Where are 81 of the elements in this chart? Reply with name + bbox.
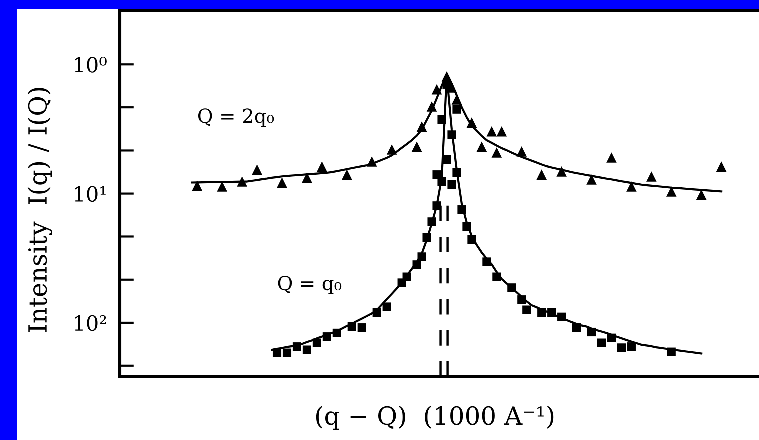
- point: [277, 178, 288, 188]
- point: [448, 180, 456, 190]
- point: [348, 322, 356, 332]
- point: [422, 233, 432, 242]
- point: [342, 170, 352, 180]
- point: [192, 180, 203, 191]
- point: [486, 126, 498, 137]
- point: [606, 152, 617, 163]
- point: [597, 338, 606, 348]
- point: [626, 182, 637, 192]
- point: [587, 328, 596, 337]
- point: [442, 155, 452, 164]
- point: [292, 342, 302, 352]
- point: [627, 342, 636, 352]
- point: [476, 142, 488, 152]
- point: [282, 348, 292, 358]
- point: [462, 222, 472, 232]
- point: [492, 148, 502, 158]
- point: [452, 105, 462, 114]
- point: [646, 172, 657, 182]
- point: [432, 84, 442, 95]
- point: [548, 308, 556, 317]
- point: [302, 172, 312, 183]
- point: [386, 144, 398, 155]
- point: [272, 348, 282, 358]
- series-label: Q = q₀: [278, 276, 342, 294]
- point: [496, 126, 508, 137]
- point: [482, 258, 492, 266]
- point: [518, 296, 526, 304]
- y-tick-label: 10¹: [75, 186, 106, 202]
- y-tick-label: 10²: [75, 315, 106, 332]
- point: [536, 170, 547, 180]
- point: [322, 332, 332, 342]
- point: [667, 348, 676, 356]
- point: [617, 344, 626, 352]
- point: [516, 146, 528, 157]
- point: [438, 115, 446, 124]
- point: [607, 334, 616, 342]
- text: Q = 2q₀: [198, 108, 274, 128]
- point: [492, 272, 502, 282]
- point: [366, 156, 378, 167]
- point: [372, 308, 382, 317]
- point: [538, 308, 546, 317]
- point: [556, 166, 567, 177]
- point: [402, 272, 412, 282]
- x-axis-title: (q − Q) (1000 A⁻¹): [316, 406, 554, 430]
- point: [382, 302, 392, 312]
- point: [412, 260, 422, 270]
- point: [468, 236, 476, 244]
- point: [452, 168, 462, 178]
- y-axis-title: Intensity I(q) / I(Q): [28, 88, 52, 332]
- point: [428, 218, 436, 226]
- point: [558, 312, 566, 322]
- point: [416, 122, 428, 132]
- point: [586, 174, 597, 185]
- point: [237, 176, 248, 187]
- point: [252, 164, 262, 175]
- point: [452, 94, 462, 105]
- point: [418, 252, 426, 262]
- point: [508, 284, 516, 292]
- point: [458, 206, 466, 214]
- point: [448, 130, 456, 140]
- point: [696, 190, 707, 200]
- point: [716, 162, 727, 172]
- point: [302, 346, 312, 354]
- point: [466, 118, 478, 128]
- point: [572, 324, 582, 332]
- point: [217, 182, 228, 192]
- y-tick-label: 10⁰: [75, 57, 107, 73]
- point: [312, 338, 322, 348]
- point: [317, 162, 328, 172]
- point: [522, 306, 532, 314]
- point: [666, 186, 677, 197]
- point: [412, 142, 422, 152]
- point: [432, 202, 442, 210]
- point: [358, 324, 366, 332]
- point: [332, 328, 342, 338]
- point: [438, 177, 446, 186]
- point: [432, 170, 442, 180]
- point: [442, 80, 452, 89]
- point: [426, 102, 438, 112]
